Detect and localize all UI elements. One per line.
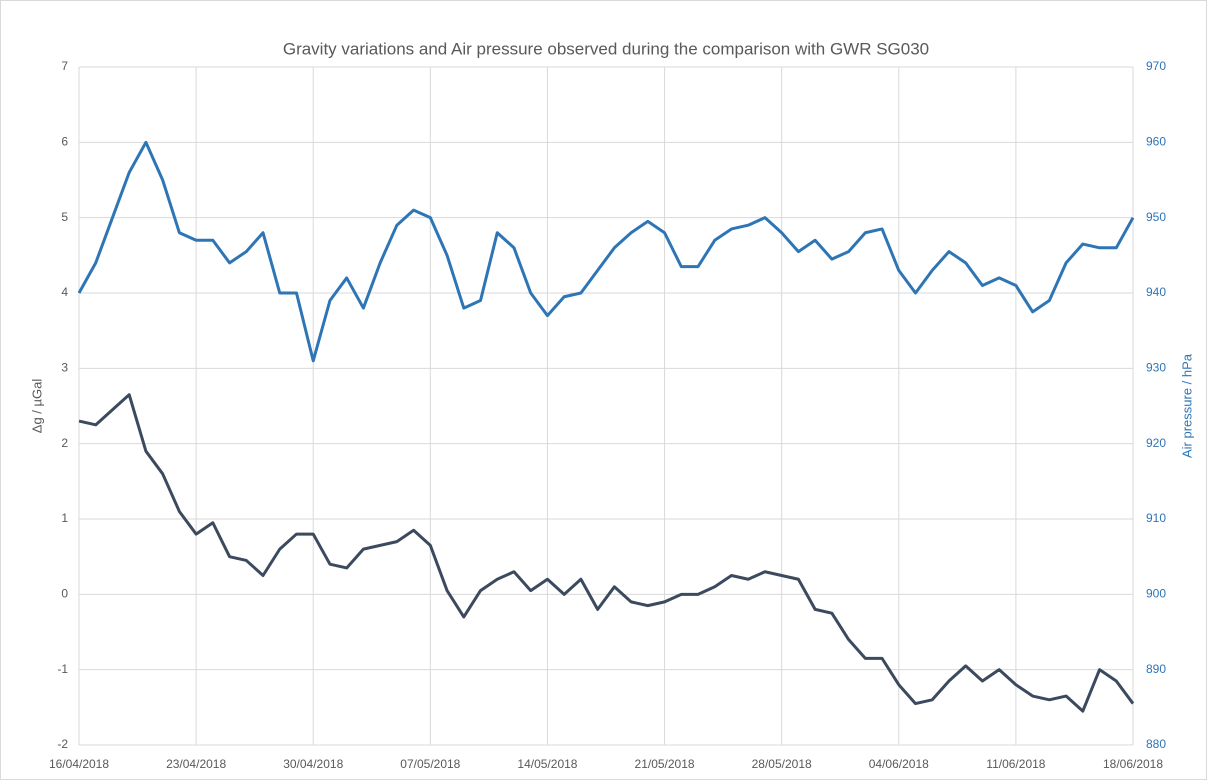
x-tick-label: 18/06/2018 bbox=[1103, 757, 1163, 771]
y-tick-label: 3 bbox=[61, 361, 68, 375]
y-tick-label: 6 bbox=[61, 135, 68, 149]
y2-tick-label: 890 bbox=[1146, 662, 1166, 676]
data-line bbox=[77, 140, 1135, 363]
y2-tick-label: 900 bbox=[1146, 587, 1166, 601]
y2-tick-label: 960 bbox=[1146, 135, 1166, 149]
x-tick-label: 14/05/2018 bbox=[517, 757, 577, 771]
y-tick-label: -1 bbox=[57, 662, 68, 676]
y2-tick-label: 970 bbox=[1146, 59, 1166, 73]
y2-tick-label: 950 bbox=[1146, 210, 1166, 224]
x-tick-label: 23/04/2018 bbox=[166, 757, 226, 771]
y-tick-label: -2 bbox=[57, 737, 68, 751]
data-line bbox=[78, 393, 1135, 713]
y2-tick-label: 930 bbox=[1146, 361, 1166, 375]
chart-title: Gravity variations and Air pressure obse… bbox=[283, 39, 929, 58]
x-tick-label: 11/06/2018 bbox=[986, 757, 1045, 771]
y2-tick-label: 920 bbox=[1146, 436, 1166, 450]
x-tick-label: 16/04/2018 bbox=[49, 757, 109, 771]
y-tick-label: 5 bbox=[61, 210, 68, 224]
y-tick-label: 0 bbox=[61, 587, 68, 601]
y-tick-label: 2 bbox=[61, 436, 68, 450]
y2-tick-label: 910 bbox=[1146, 511, 1166, 525]
y-tick-label: 4 bbox=[61, 285, 68, 299]
y2-axis-label: Air pressure / hPa bbox=[1179, 353, 1194, 458]
y-tick-label: 7 bbox=[61, 59, 68, 73]
y2-tick-label: 880 bbox=[1146, 737, 1166, 751]
y2-tick-label: 940 bbox=[1146, 285, 1166, 299]
y-tick-label: 1 bbox=[61, 511, 68, 525]
x-tick-label: 21/05/2018 bbox=[635, 757, 695, 771]
x-tick-label: 04/06/2018 bbox=[869, 757, 929, 771]
x-tick-label: 07/05/2018 bbox=[400, 757, 460, 771]
x-tick-label: 30/04/2018 bbox=[283, 757, 343, 771]
x-tick-label: 28/05/2018 bbox=[752, 757, 812, 771]
y-axis-label: Δg / µGal bbox=[29, 379, 44, 434]
